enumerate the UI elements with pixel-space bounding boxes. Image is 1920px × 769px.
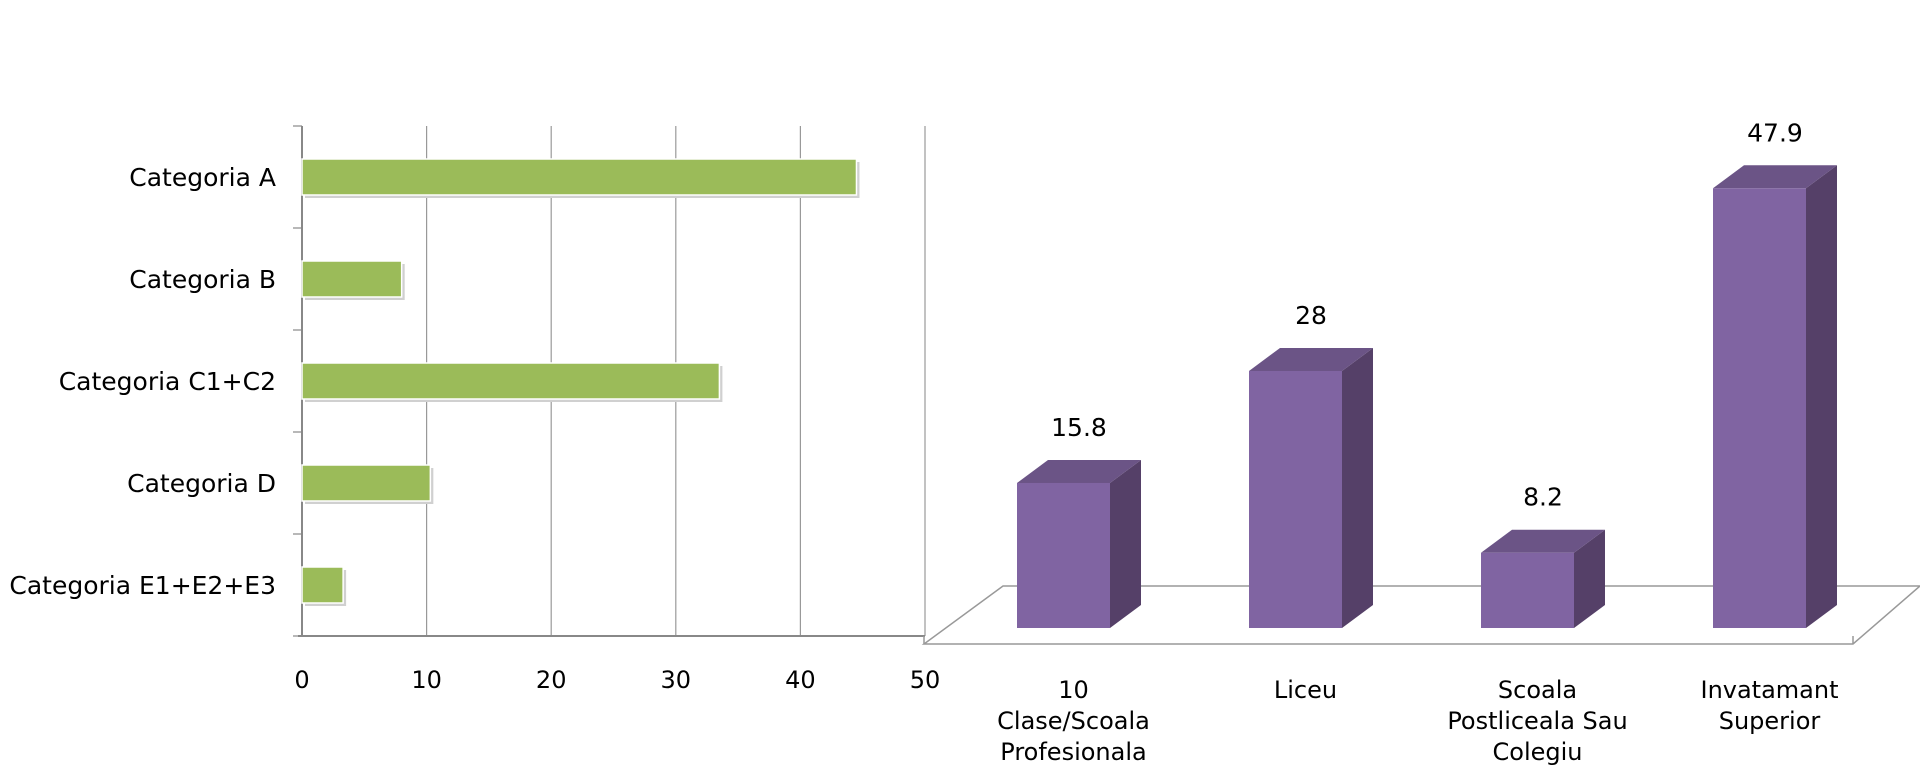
x-tick-label: 0 [294,666,309,694]
bar [301,260,403,298]
column-side [1574,529,1605,628]
category-label: Colegiu [1493,738,1583,766]
column-front [1017,482,1110,628]
column-chart-3d: 15.8 10 Clase/Scoala Profesionala 28 Liceu 8.2… [921,118,1920,766]
data-label: 47.9 [1747,118,1803,147]
data-label: 8.2 [1523,483,1563,512]
column-side [1110,459,1141,628]
horizontal-bar-chart: Categoria A Categoria B Categoria C1+C2 Cat… [9,125,941,694]
category-label: Categoria B [129,265,276,294]
x-tick-label: 10 [411,666,442,694]
data-label: 15.8 [1051,413,1107,442]
bar [301,362,721,400]
category-label: Profesionala [1000,738,1146,766]
category-label: Categoria D [127,469,276,498]
category-label: Scoala [1498,676,1577,704]
data-label: 28 [1295,301,1327,330]
category-label: Clase/Scoala [997,707,1150,735]
category-label: 10 [1058,676,1089,704]
bar [301,464,432,502]
column-front [1481,552,1574,628]
column-top [1249,347,1373,371]
category-label: Categoria E1+E2+E3 [9,571,276,600]
x-tick-label: 50 [910,666,941,694]
category-label: Superior [1719,707,1821,735]
category-label: Invatamant [1700,676,1838,704]
column-top [1017,459,1141,483]
column-side [1342,347,1373,628]
column-front [1713,188,1806,628]
x-tick-label: 40 [785,666,816,694]
category-label: Categoria C1+C2 [59,367,276,396]
column-front [1249,370,1342,628]
column-side [1806,165,1837,628]
category-label: Categoria A [129,163,276,192]
bar [301,158,858,196]
category-label: Liceu [1274,676,1337,704]
column-top [1713,165,1837,189]
bar [301,566,344,604]
category-label: Postliceala Sau [1447,707,1627,735]
x-tick-label: 30 [661,666,692,694]
column-top [1481,529,1605,553]
x-tick-label: 20 [536,666,567,694]
